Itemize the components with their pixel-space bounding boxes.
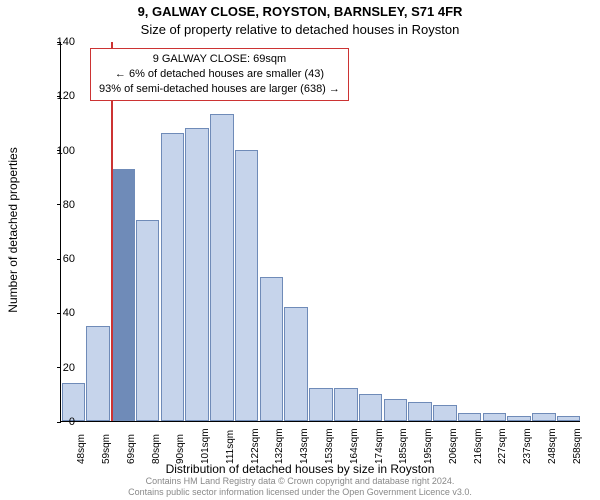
bar [284, 307, 308, 421]
bar [458, 413, 482, 421]
y-tick-label: 40 [45, 307, 75, 319]
x-tick-label: 195sqm [423, 428, 434, 464]
footer-line: Contains HM Land Registry data © Crown c… [0, 476, 600, 487]
bar [359, 394, 383, 421]
x-tick-label: 143sqm [299, 428, 310, 464]
annotation-box: 9 GALWAY CLOSE: 69sqm ← 6% of detached h… [90, 48, 349, 101]
x-tick-label: 90sqm [175, 434, 186, 464]
y-axis-label: Number of detached properties [6, 147, 20, 312]
bar [507, 416, 531, 421]
x-tick-label: 185sqm [398, 428, 409, 464]
x-tick-label: 227sqm [497, 428, 508, 464]
annotation-line: 9 GALWAY CLOSE: 69sqm [99, 52, 340, 67]
y-tick-label: 100 [45, 145, 75, 157]
x-tick-label: 153sqm [324, 428, 335, 464]
bar [408, 402, 432, 421]
footer: Contains HM Land Registry data © Crown c… [0, 476, 600, 498]
y-tick-label: 140 [45, 36, 75, 48]
y-tick-label: 60 [45, 253, 75, 265]
x-tick-label: 206sqm [448, 428, 459, 464]
x-tick-label: 101sqm [200, 428, 211, 464]
bar [235, 150, 259, 421]
x-tick-label: 237sqm [522, 428, 533, 464]
bar [433, 405, 457, 421]
x-axis-label: Distribution of detached houses by size … [0, 462, 600, 476]
x-tick-label: 48sqm [76, 434, 87, 464]
y-tick-label: 20 [45, 362, 75, 374]
annotation-line: 93% of semi-detached houses are larger (… [99, 82, 340, 97]
bar [210, 114, 234, 421]
bar [260, 277, 284, 421]
x-tick-label: 132sqm [274, 428, 285, 464]
page-subtitle: Size of property relative to detached ho… [0, 22, 600, 37]
bar [483, 413, 507, 421]
bar [557, 416, 581, 421]
y-tick-label: 120 [45, 90, 75, 102]
x-tick-label: 216sqm [473, 428, 484, 464]
bar [334, 388, 358, 421]
y-tick-label: 80 [45, 199, 75, 211]
page-title: 9, GALWAY CLOSE, ROYSTON, BARNSLEY, S71 … [0, 4, 600, 19]
chart-container: 9, GALWAY CLOSE, ROYSTON, BARNSLEY, S71 … [0, 0, 600, 500]
bar [86, 326, 110, 421]
x-tick-label: 122sqm [250, 428, 261, 464]
x-tick-label: 111sqm [225, 430, 236, 464]
bar [532, 413, 556, 421]
y-tick-label: 0 [45, 416, 75, 428]
footer-line: Contains public sector information licen… [0, 487, 600, 498]
x-tick-label: 80sqm [151, 434, 162, 464]
x-tick-label: 258sqm [572, 428, 583, 464]
bar [161, 133, 185, 421]
annotation-line: ← 6% of detached houses are smaller (43) [99, 67, 340, 82]
x-tick-label: 69sqm [126, 434, 137, 464]
bar [111, 169, 135, 421]
x-tick-label: 248sqm [547, 428, 558, 464]
bar [309, 388, 333, 421]
bar [136, 220, 160, 421]
x-tick-label: 164sqm [349, 428, 360, 464]
bar [185, 128, 209, 421]
x-tick-label: 59sqm [101, 434, 112, 464]
x-tick-label: 174sqm [374, 428, 385, 464]
bar [384, 399, 408, 421]
